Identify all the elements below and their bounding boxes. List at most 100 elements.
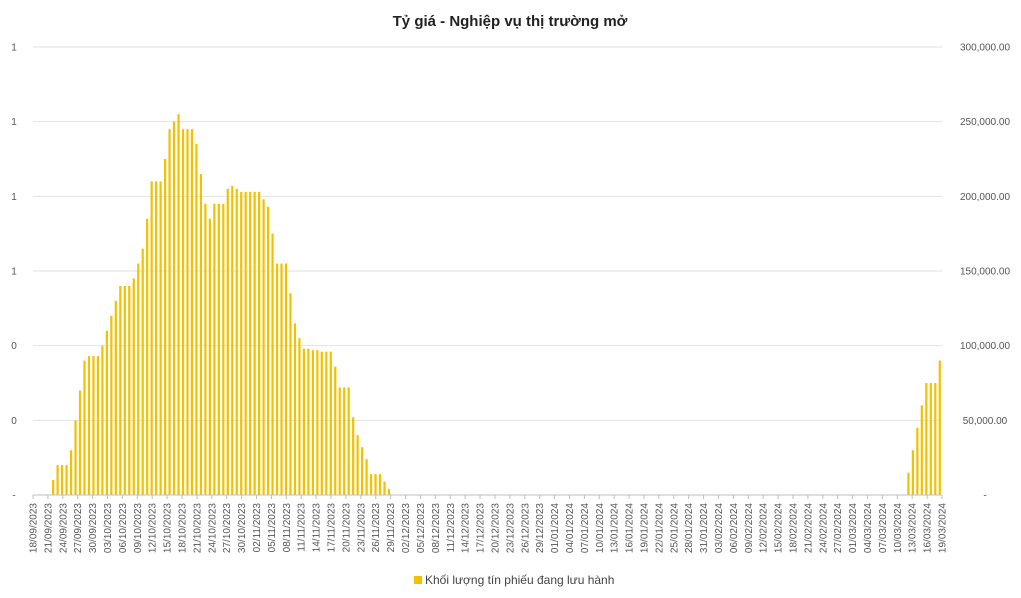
bar	[110, 315, 113, 495]
x-tick-label: 06/10/2023	[118, 503, 129, 553]
bar	[83, 360, 86, 495]
bar	[275, 263, 279, 495]
x-tick-label: 01/01/2024	[550, 503, 561, 553]
gridlines	[33, 46, 942, 421]
x-tick-label: 09/10/2023	[133, 503, 144, 553]
x-tick-label: 30/10/2023	[237, 503, 248, 553]
bar	[146, 218, 149, 496]
bar	[244, 191, 247, 495]
x-tick-label: 21/02/2024	[803, 503, 814, 553]
bar	[280, 263, 283, 495]
bar	[911, 450, 915, 495]
x-tick-label: 17/11/2023	[327, 503, 338, 553]
bar	[258, 191, 261, 495]
x-tick-label: 23/12/2023	[505, 503, 516, 553]
bar	[311, 350, 314, 495]
bar	[181, 129, 185, 495]
x-tick-label: 05/12/2023	[416, 503, 427, 553]
bar	[195, 144, 198, 495]
bar	[217, 203, 220, 496]
x-tick-label: 15/02/2024	[774, 503, 785, 553]
bar	[378, 474, 382, 495]
x-tick-label: 03/02/2024	[714, 503, 725, 553]
bar	[284, 263, 288, 495]
bar	[235, 188, 238, 495]
bar	[271, 233, 274, 496]
bar	[262, 199, 265, 495]
bar	[925, 383, 928, 495]
x-tick-label: 13/03/2024	[908, 503, 919, 553]
x-tick-label: 27/10/2023	[222, 503, 233, 553]
bar	[347, 387, 350, 495]
x-tick-label: 30/09/2023	[88, 503, 99, 553]
x-tick-label: 23/11/2023	[356, 503, 367, 553]
x-tick-label: 07/03/2024	[878, 503, 889, 553]
left-tick-label: -	[12, 491, 15, 502]
bar	[78, 390, 82, 495]
x-tick-label: 26/12/2023	[520, 503, 531, 553]
left-tick-label: 1	[11, 43, 17, 54]
x-tick-label: 02/12/2023	[401, 503, 412, 553]
bar	[141, 248, 144, 495]
bar	[298, 338, 301, 495]
x-tick-label: 06/02/2024	[729, 503, 740, 553]
bar	[96, 356, 100, 495]
bar	[155, 181, 158, 495]
x-tick-label: 24/09/2023	[58, 503, 69, 553]
x-tick-label: 09/02/2024	[744, 503, 755, 553]
bar	[938, 360, 941, 495]
bar	[208, 218, 211, 496]
x-tick-label: 18/10/2023	[178, 503, 189, 553]
bar	[177, 114, 180, 495]
x-tick-label: 12/10/2023	[148, 503, 159, 553]
bar	[369, 474, 373, 495]
right-tick-label: 150,000.00	[960, 267, 1010, 278]
bar	[123, 285, 126, 495]
bar	[137, 263, 140, 495]
x-tick-label: 02/11/2023	[252, 503, 263, 553]
bar	[343, 387, 346, 495]
bar	[74, 420, 77, 495]
bar	[383, 481, 386, 495]
x-tick-label: 08/11/2023	[282, 503, 293, 553]
x-tick-label: 18/09/2023	[29, 503, 40, 553]
x-tick-label: 16/03/2024	[923, 503, 934, 553]
bar	[374, 474, 377, 495]
bar	[119, 285, 122, 495]
bar	[87, 356, 91, 495]
bar	[150, 181, 153, 495]
bar	[168, 129, 171, 495]
x-tick-label: 11/11/2023	[297, 503, 308, 552]
bar	[316, 350, 319, 495]
x-tick-label: 29/12/2023	[535, 503, 546, 553]
bar	[920, 405, 923, 495]
bar	[289, 293, 292, 495]
chart-title: Tỷ giá - Nghiệp vụ thị trường mở	[393, 13, 628, 30]
bar	[222, 203, 225, 496]
x-tick-label: 07/01/2024	[580, 503, 591, 553]
x-axis: 18/09/2023 21/09/2023 24/09/2023 27/09/2023…	[29, 495, 949, 553]
bar	[365, 459, 368, 495]
bar	[231, 185, 234, 495]
bar	[190, 129, 194, 495]
x-tick-label: 21/09/2023	[43, 503, 54, 553]
x-tick-label: 26/11/2023	[371, 503, 382, 553]
bar	[266, 206, 270, 496]
bar	[105, 330, 108, 495]
x-tick-label: 24/10/2023	[207, 503, 218, 553]
bar-series	[52, 114, 941, 496]
x-tick-label: 21/10/2023	[192, 503, 203, 553]
bar	[329, 351, 332, 495]
left-tick-label: 0	[11, 416, 17, 427]
bar	[159, 181, 162, 495]
x-tick-label: 12/02/2024	[759, 503, 770, 553]
x-tick-label: 22/01/2024	[654, 503, 665, 553]
right-tick-label: 100,000.00	[960, 341, 1010, 352]
bar	[204, 203, 207, 496]
bar	[132, 278, 135, 495]
x-tick-label: 14/12/2023	[461, 503, 472, 553]
x-tick-label: 05/11/2023	[267, 503, 278, 553]
right-axis: - 50,000.00 100,000.00 150,000.00 200,000.00…	[960, 43, 1010, 502]
bar	[338, 387, 341, 495]
